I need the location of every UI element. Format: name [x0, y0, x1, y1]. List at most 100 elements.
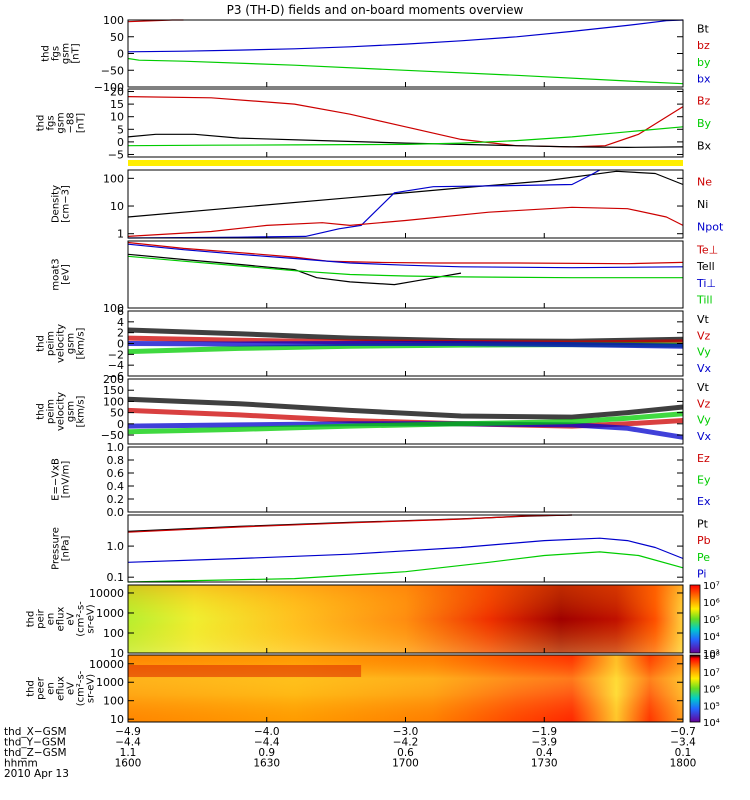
x-axis-value: 1630 [253, 758, 280, 770]
y-tick-label: 100 [103, 172, 124, 185]
y-tick-label: 20 [110, 86, 124, 99]
x-axis-value: 0.9 [258, 747, 275, 759]
y-tick-label: 100 [103, 14, 124, 27]
y-tick-label: 100 [103, 302, 124, 315]
y-tick-label: −2 [108, 348, 124, 361]
y-axis-label: thdpeimvelocitygsm[km/s] [36, 392, 87, 431]
date-label: 2010 Apr 13 [4, 768, 69, 780]
y-tick-label: 0.2 [107, 493, 125, 506]
legend-entry: Vy [697, 414, 711, 427]
legend-entry: Vy [697, 346, 711, 359]
series-line-2 [127, 169, 601, 239]
legend-entry: Ni [697, 198, 708, 211]
y-tick-label: −50 [101, 64, 124, 77]
legend-entry: By [697, 117, 712, 130]
colorbar-tick-label: 10³ [703, 649, 720, 660]
y-axis-label: Density[cm−3] [51, 185, 72, 223]
colorbar [689, 584, 701, 654]
spectrogram-band [128, 665, 362, 677]
x-axis-annotation: thd_X−GSM −4.9 −4.0 −3.0 −1.9 −0.7 thd_Y−GSM −4… [4, 726, 696, 780]
y-tick-label: 1.0 [107, 540, 125, 553]
x-axis-row-label: thd_Y−GSM [4, 737, 66, 749]
legend-entry: bx [697, 73, 711, 86]
y-tick-label: −5 [108, 148, 124, 161]
y-tick-label: 200 [103, 373, 124, 386]
panel-3: 100 10 1 Density[cm−3] Ne Ni Npot [51, 169, 724, 241]
panel-8: 1.0 0.1 Pressure[nPa] Pt Pb Pe Pi [51, 514, 711, 584]
y-tick-label: 0 [117, 136, 124, 149]
legend-entry: Pe [697, 551, 710, 564]
series-line-3 [127, 206, 684, 237]
x-axis-value: −4.2 [393, 737, 419, 749]
legend-entry: Vx [697, 430, 712, 443]
series-line-3 [127, 537, 684, 563]
panel-10: 10⁸ 10⁷ 10⁶ 10⁵ 10⁴ 10000 1000 100 10 thdpeerenef… [26, 651, 720, 729]
y-tick-label: 2 [117, 327, 124, 340]
legend-entry: bz [697, 39, 710, 52]
y-tick-label: 0.4 [107, 480, 125, 493]
y-tick-label: 0.1 [107, 571, 125, 584]
colorbar [689, 654, 701, 723]
x-axis-value: 0.4 [536, 747, 553, 759]
legend-entry: Bz [697, 94, 711, 107]
legend-entry: Vt [697, 313, 710, 326]
x-axis-value: −3.9 [532, 737, 558, 749]
panel-7: 1.00.80.60.40.20.0 E=−VxB[mV/m] Ez Ey Ex [51, 441, 711, 519]
series-line-2 [127, 253, 462, 286]
x-axis-value: −4.4 [254, 737, 280, 749]
legend-entry: Till [696, 294, 713, 307]
y-tick-label: 10000 [89, 658, 124, 671]
x-axis-value: −4.9 [115, 726, 141, 738]
y-tick-label: −50 [101, 429, 124, 442]
y-tick-label: 10 [110, 200, 124, 213]
series-line-3 [127, 126, 684, 147]
colorbar-tick-label: 10⁵ [703, 701, 720, 712]
colorbar-tick-label: 10⁵ [703, 615, 720, 626]
y-tick-label: 1000 [96, 676, 124, 689]
series-line-3 [127, 243, 684, 269]
y-tick-label: 100 [103, 695, 124, 708]
y-tick-label: 5 [117, 123, 124, 136]
y-tick-label: 0 [117, 338, 124, 351]
colorbar-tick-label: 10⁴ [703, 718, 720, 729]
panel-frame [127, 19, 684, 88]
x-axis-row-label: thd_X−GSM [4, 726, 67, 738]
series-line-2 [127, 19, 684, 53]
y-tick-label: 10 [110, 713, 124, 726]
y-tick-label: 10 [110, 111, 124, 124]
legend-entry: Vx [697, 362, 712, 375]
series-line-1 [127, 96, 684, 148]
colorbar-tick-label: 10⁷ [703, 668, 720, 679]
series-line-1 [127, 241, 684, 265]
colorbar-tick-label: 10⁴ [703, 632, 720, 643]
panel-4: 100 moat3[eV] Te⊥ Tell Ti⊥ Till [51, 240, 718, 315]
x-axis-row-label: hhmm [4, 758, 38, 770]
x-axis-value: 1.1 [120, 747, 137, 759]
y-tick-label: 15 [110, 98, 124, 111]
x-axis-value: −0.7 [670, 726, 696, 738]
y-tick-label: 150 [103, 384, 124, 397]
series-line-4 [127, 341, 684, 349]
series-line-1 [127, 170, 684, 218]
y-axis-label: thdfgsgsm−88[nT] [36, 112, 87, 133]
x-axis-value: −1.9 [532, 726, 558, 738]
y-tick-label: 50 [110, 31, 124, 44]
figure-title: P3 (TH-D) fields and on-board moments ov… [227, 3, 524, 17]
legend-entry: Tell [696, 260, 715, 273]
panel-1: 100 50 0 −50 −100 thdfgsgsm[nT] Bt bz by bx [41, 14, 711, 94]
legend-entry: Ey [697, 474, 711, 487]
y-axis-label: moat3[eV] [51, 258, 72, 290]
x-axis-value: −3.4 [670, 737, 696, 749]
legend-entry: Vt [697, 381, 710, 394]
series-line-2 [127, 514, 573, 533]
panel-frame [127, 446, 684, 513]
y-tick-label: 100 [103, 627, 124, 640]
x-axis-value: 1700 [392, 758, 419, 770]
y-tick-label: 0.0 [107, 506, 125, 519]
legend-entry: Te⊥ [696, 243, 718, 256]
y-tick-label: 0 [117, 418, 124, 431]
y-tick-label: 100 [103, 395, 124, 408]
legend-entry: Ez [697, 452, 710, 465]
